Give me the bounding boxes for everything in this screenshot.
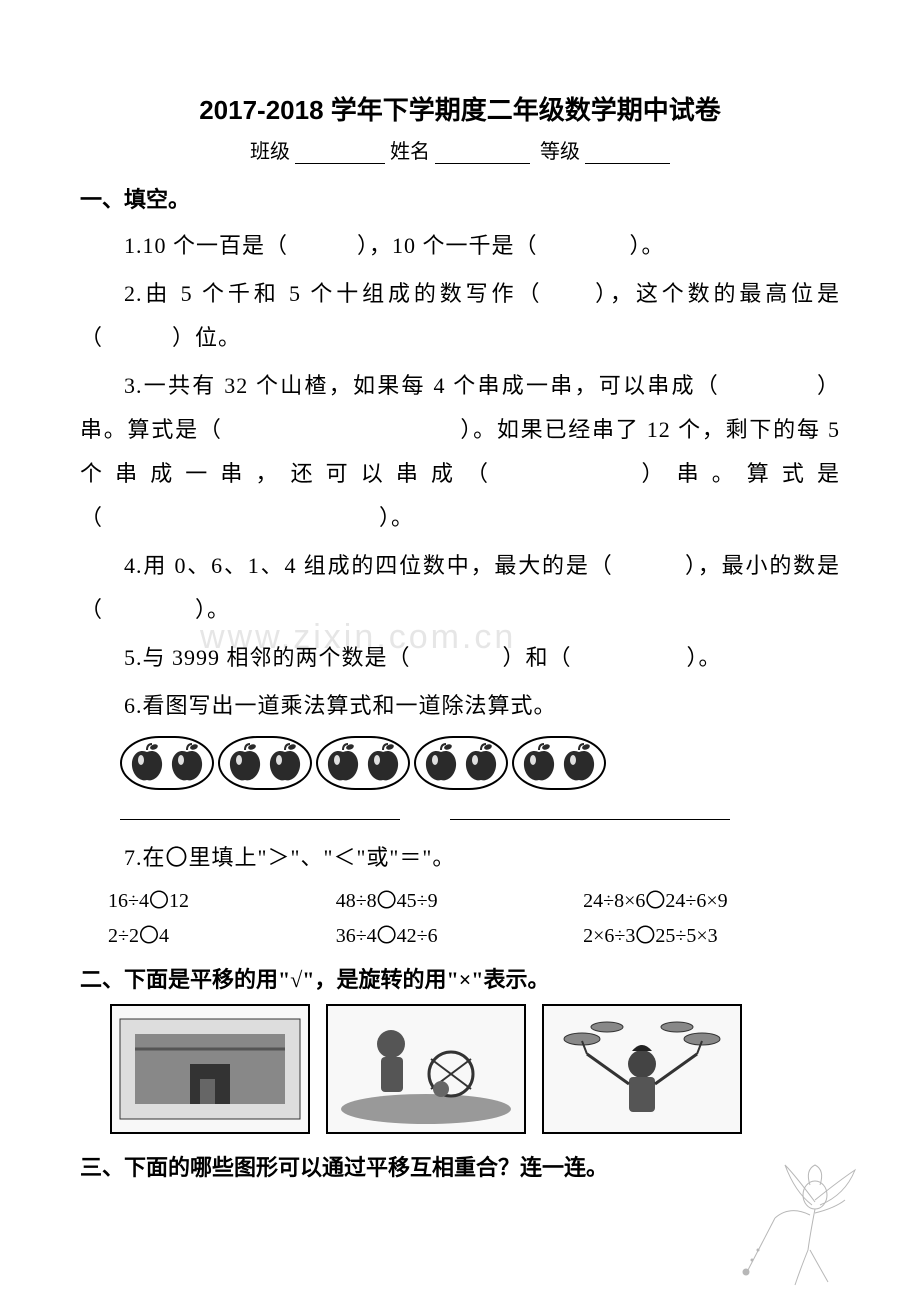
compare-r2-c2: 36÷4〇42÷6: [336, 919, 543, 948]
grade-underline: [585, 144, 670, 164]
compare-r1-c1: 16÷4〇12: [108, 884, 296, 913]
compare-row-2: 2÷2〇4 36÷4〇42÷6 2×6÷3〇25÷5×3: [108, 919, 840, 948]
q2: 2.由 5 个千和 5 个十组成的数写作（ ），这个数的最高位是（ ）位。: [80, 272, 840, 360]
apple-pair: [414, 736, 508, 790]
apple-pair: [218, 736, 312, 790]
q3: 3.一共有 32 个山楂，如果每 4 个串成一串，可以串成（ ）串。算式是（ ）…: [80, 364, 840, 540]
content-wrapper: 2017-2018 学年下学期度二年级数学期中试卷 班级 姓名 等级 一、填空。…: [80, 90, 840, 1182]
q7: 7.在〇里填上"＞"、"＜"或"＝"。: [80, 836, 840, 880]
name-underline: [435, 144, 530, 164]
answer-line-2: [450, 800, 730, 820]
section2-heading: 二、下面是平移的用"√"，是旋转的用"×"表示。: [80, 962, 840, 994]
grade-label: 等级: [540, 135, 580, 164]
class-underline: [295, 144, 385, 164]
answer-lines: [120, 800, 840, 820]
q6: 6.看图写出一道乘法算式和一道除法算式。: [80, 684, 840, 728]
compare-r2-c1: 2÷2〇4: [108, 919, 296, 948]
q1: 1.10 个一百是（ ），10 个一千是（ ）。: [80, 224, 840, 268]
q4: 4.用 0、6、1、4 组成的四位数中，最大的是（ ），最小的数是（ ）。: [80, 544, 840, 632]
apple-pair: [120, 736, 214, 790]
q5: 5.与 3999 相邻的两个数是（ ）和（ ）。: [80, 636, 840, 680]
class-label: 班级: [250, 135, 290, 164]
image-placeholder: [110, 1004, 310, 1134]
meta-row: 班级 姓名 等级: [80, 135, 840, 164]
answer-line-1: [120, 800, 400, 820]
apples-row: [120, 736, 840, 790]
compare-r1-c2: 48÷8〇45÷9: [336, 884, 543, 913]
compare-r1-c3: 24÷8×6〇24÷6×9: [583, 884, 840, 913]
compare-r2-c3: 2×6÷3〇25÷5×3: [583, 919, 840, 948]
section3-heading: 三、下面的哪些图形可以通过平移互相重合？连一连。: [80, 1150, 840, 1182]
section1-heading: 一、填空。: [80, 182, 840, 214]
compare-row-1: 16÷4〇12 48÷8〇45÷9 24÷8×6〇24÷6×9: [108, 884, 840, 913]
apple-pair: [316, 736, 410, 790]
image-placeholder: [326, 1004, 526, 1134]
name-label: 姓名: [390, 135, 430, 164]
apple-pair: [512, 736, 606, 790]
page-title: 2017-2018 学年下学期度二年级数学期中试卷: [80, 90, 840, 127]
image-placeholder: [542, 1004, 742, 1134]
image-row: [110, 1004, 840, 1134]
